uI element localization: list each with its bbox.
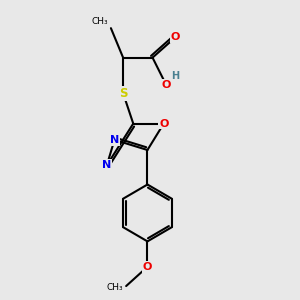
Text: O: O bbox=[162, 80, 171, 90]
Text: S: S bbox=[119, 87, 127, 100]
Text: CH₃: CH₃ bbox=[91, 16, 108, 26]
Text: H: H bbox=[171, 71, 179, 81]
Text: O: O bbox=[143, 262, 152, 272]
Text: CH₃: CH₃ bbox=[107, 283, 124, 292]
Text: O: O bbox=[159, 118, 168, 129]
Text: O: O bbox=[171, 32, 180, 42]
Text: N: N bbox=[102, 160, 112, 170]
Text: N: N bbox=[110, 135, 119, 145]
